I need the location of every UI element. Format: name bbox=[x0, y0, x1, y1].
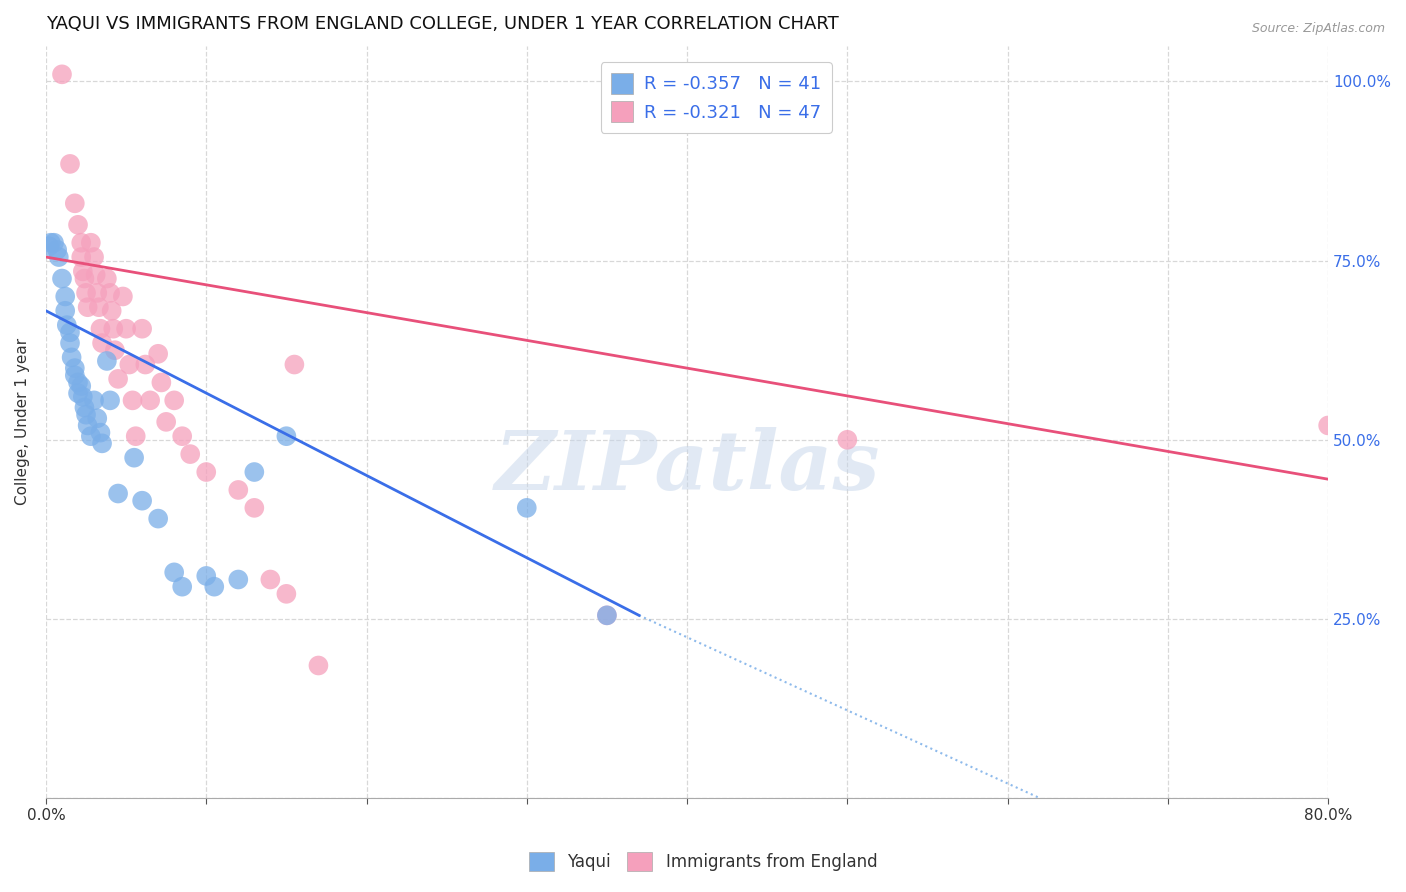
Point bbox=[163, 566, 186, 580]
Point bbox=[146, 511, 169, 525]
Point bbox=[42, 235, 65, 250]
Point bbox=[131, 493, 153, 508]
Point bbox=[66, 218, 89, 232]
Point bbox=[172, 429, 194, 443]
Point bbox=[83, 393, 105, 408]
Point bbox=[66, 386, 89, 401]
Point bbox=[98, 393, 121, 408]
Y-axis label: College, Under 1 year: College, Under 1 year bbox=[15, 338, 30, 506]
Point bbox=[89, 425, 111, 440]
Point bbox=[63, 361, 86, 376]
Point bbox=[202, 580, 225, 594]
Point bbox=[53, 289, 76, 303]
Point bbox=[96, 354, 118, 368]
Legend: Yaqui, Immigrants from England: Yaqui, Immigrants from England bbox=[520, 843, 886, 880]
Point bbox=[596, 608, 619, 623]
Point bbox=[125, 429, 148, 443]
Point bbox=[596, 608, 619, 623]
Point bbox=[259, 573, 281, 587]
Point bbox=[172, 580, 194, 594]
Point bbox=[80, 235, 103, 250]
Point bbox=[91, 336, 114, 351]
Point bbox=[60, 351, 83, 365]
Point bbox=[59, 326, 82, 340]
Point bbox=[63, 196, 86, 211]
Point bbox=[83, 250, 105, 264]
Point bbox=[150, 376, 173, 390]
Point bbox=[111, 289, 134, 303]
Point bbox=[86, 285, 108, 300]
Point bbox=[283, 358, 305, 372]
Point bbox=[75, 285, 97, 300]
Point bbox=[107, 486, 129, 500]
Point bbox=[100, 303, 122, 318]
Point bbox=[46, 243, 69, 257]
Point bbox=[59, 157, 82, 171]
Text: ZIPatlas: ZIPatlas bbox=[495, 427, 880, 507]
Point bbox=[243, 465, 266, 479]
Point bbox=[66, 376, 89, 390]
Point bbox=[96, 271, 118, 285]
Point bbox=[134, 358, 156, 372]
Point bbox=[84, 268, 107, 282]
Point bbox=[115, 322, 138, 336]
Point bbox=[179, 447, 201, 461]
Point bbox=[59, 336, 82, 351]
Point bbox=[104, 343, 127, 358]
Point bbox=[53, 303, 76, 318]
Text: YAQUI VS IMMIGRANTS FROM ENGLAND COLLEGE, UNDER 1 YEAR CORRELATION CHART: YAQUI VS IMMIGRANTS FROM ENGLAND COLLEGE… bbox=[46, 15, 839, 33]
Point bbox=[70, 250, 93, 264]
Point bbox=[87, 300, 110, 314]
Point bbox=[131, 322, 153, 336]
Point bbox=[121, 393, 143, 408]
Point bbox=[146, 347, 169, 361]
Point bbox=[163, 393, 186, 408]
Point bbox=[195, 569, 218, 583]
Point bbox=[276, 587, 298, 601]
Point bbox=[155, 415, 177, 429]
Point bbox=[38, 239, 60, 253]
Point bbox=[76, 300, 98, 314]
Point bbox=[276, 429, 298, 443]
Text: Source: ZipAtlas.com: Source: ZipAtlas.com bbox=[1251, 22, 1385, 36]
Point bbox=[70, 379, 93, 393]
Point bbox=[39, 235, 62, 250]
Point bbox=[56, 318, 79, 332]
Point bbox=[837, 433, 859, 447]
Point bbox=[103, 322, 125, 336]
Point bbox=[307, 658, 329, 673]
Point bbox=[226, 483, 249, 497]
Point bbox=[80, 429, 103, 443]
Point bbox=[122, 450, 145, 465]
Point bbox=[72, 264, 94, 278]
Point bbox=[76, 418, 98, 433]
Point bbox=[195, 465, 218, 479]
Point bbox=[1317, 418, 1340, 433]
Point bbox=[51, 271, 73, 285]
Point bbox=[226, 573, 249, 587]
Point bbox=[48, 250, 70, 264]
Point bbox=[139, 393, 162, 408]
Point bbox=[51, 67, 73, 81]
Point bbox=[516, 500, 538, 515]
Point bbox=[91, 436, 114, 450]
Point bbox=[86, 411, 108, 425]
Point bbox=[89, 322, 111, 336]
Point bbox=[75, 408, 97, 422]
Point bbox=[118, 358, 141, 372]
Point bbox=[73, 271, 96, 285]
Point bbox=[243, 500, 266, 515]
Point bbox=[63, 368, 86, 383]
Point bbox=[98, 285, 121, 300]
Legend: R = -0.357   N = 41, R = -0.321   N = 47: R = -0.357 N = 41, R = -0.321 N = 47 bbox=[600, 62, 832, 133]
Point bbox=[107, 372, 129, 386]
Point bbox=[72, 390, 94, 404]
Point bbox=[73, 401, 96, 415]
Point bbox=[70, 235, 93, 250]
